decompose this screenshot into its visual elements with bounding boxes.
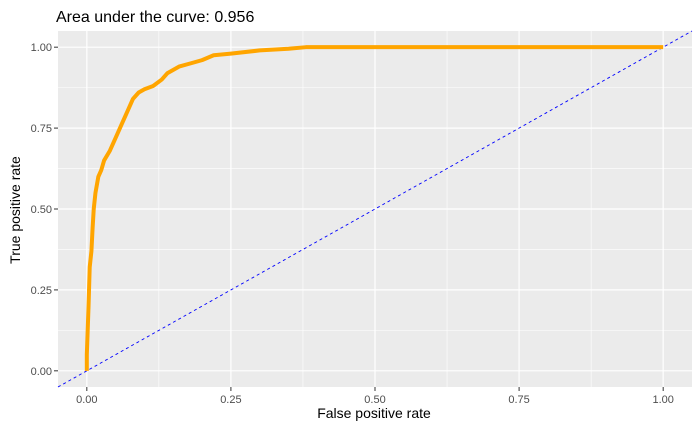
y-tick-label: 0.00	[31, 366, 52, 378]
series-lines	[57, 30, 693, 388]
x-tick-label: 1.00	[652, 394, 673, 406]
y-axis-title: True positive rate	[7, 156, 23, 264]
x-tick-label: 0.00	[76, 394, 97, 406]
x-tick-label: 0.75	[508, 394, 529, 406]
chart-title: Area under the curve: 0.956	[56, 9, 254, 26]
x-axis-title: False positive rate	[317, 405, 431, 421]
axis-ticks: 0.00 0.25 0.50 0.75 1.00 0.00 0.25 0.50 0.75 1.00	[31, 42, 674, 406]
y-tick-label: 0.75	[31, 123, 52, 135]
roc-curve-line	[84, 45, 664, 371]
y-tick-label: 1.00	[31, 42, 52, 54]
x-tick-label: 0.25	[220, 394, 241, 406]
y-tick-label: 0.50	[31, 204, 52, 216]
y-tick-label: 0.25	[31, 285, 52, 297]
x-tick-label: 0.50	[364, 394, 385, 406]
reference-diagonal-line	[57, 30, 693, 388]
grid-lines	[58, 31, 692, 387]
